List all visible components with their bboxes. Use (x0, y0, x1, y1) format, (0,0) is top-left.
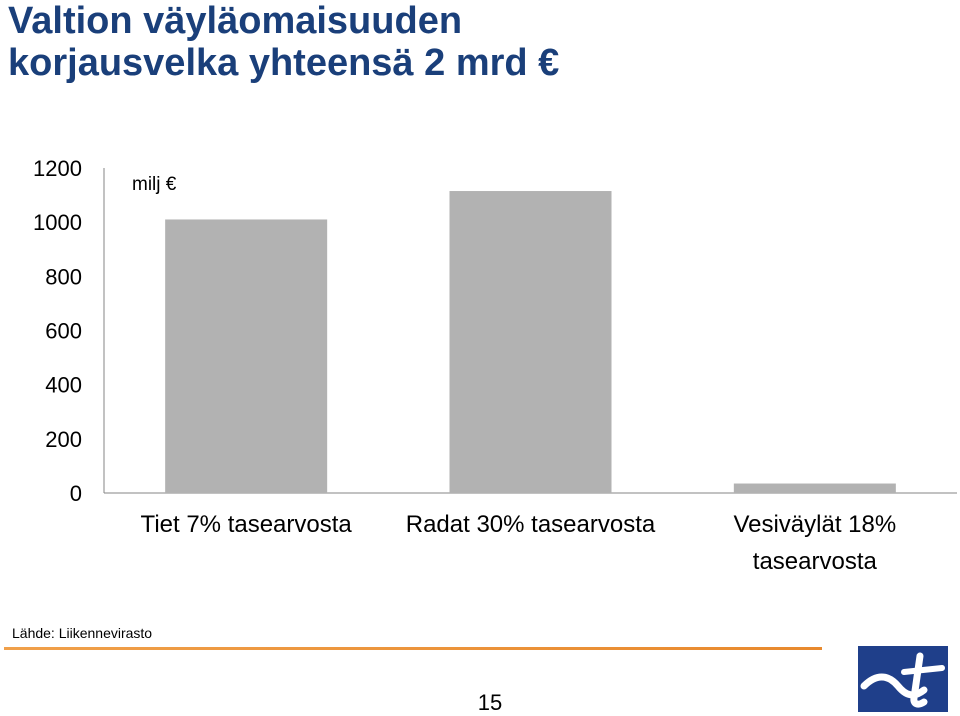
title-line-2: korjausvelka yhteensä 2 mrd € (8, 42, 560, 84)
x-tick-label: Vesiväylät 18% (733, 511, 896, 538)
y-tick-label: 400 (45, 373, 82, 398)
y-tick-label: 0 (70, 481, 82, 506)
x-tick-label: Tiet 7% tasearvosta (141, 511, 353, 538)
y-tick-label: 200 (45, 427, 82, 452)
y-tick-label: 1000 (33, 210, 82, 235)
title-line-1: Valtion väyläomaisuuden (8, 0, 463, 42)
bar (165, 219, 328, 494)
bar-chart: 0 200 400 600 800 1000 1200 milj € Tiet 7% tasea… (33, 156, 957, 575)
bar (733, 483, 896, 493)
slide-title: Valtion väyläomaisuuden korjausvelka yht… (8, 0, 908, 84)
y-tick-label: 800 (45, 264, 82, 289)
y-tick-label: 600 (45, 319, 82, 344)
y-tick-label: 1200 (33, 156, 82, 181)
x-tick-label: Radat 30% tasearvosta (406, 511, 656, 538)
footer-divider (4, 647, 822, 650)
bar (449, 191, 612, 494)
liikennevirasto-logo-icon (858, 646, 948, 712)
source-note: Lähde: Liikennevirasto (12, 625, 153, 641)
x-tick-label: tasearvosta (753, 548, 878, 575)
y-unit-label: milj € (132, 174, 177, 195)
page-number: 15 (477, 690, 503, 715)
